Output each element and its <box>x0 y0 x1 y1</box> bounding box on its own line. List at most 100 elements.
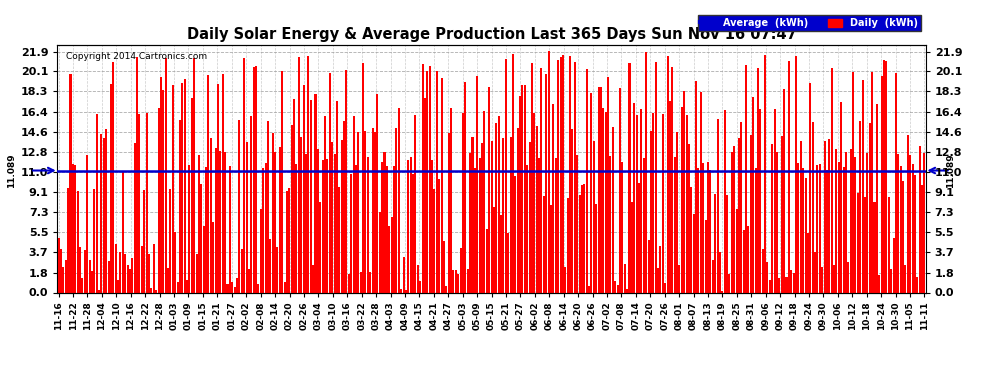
Bar <box>741 123 742 292</box>
Bar <box>817 165 819 292</box>
Bar <box>759 109 761 292</box>
Bar <box>493 207 495 292</box>
Bar <box>866 153 868 292</box>
Bar <box>917 278 919 292</box>
Bar <box>871 72 873 292</box>
Bar <box>626 289 628 292</box>
Bar <box>424 98 426 292</box>
Bar <box>698 168 700 292</box>
Bar <box>136 57 139 292</box>
Bar <box>795 56 797 292</box>
Bar <box>439 179 441 292</box>
Bar <box>431 160 433 292</box>
Bar <box>897 154 899 292</box>
Bar <box>264 163 266 292</box>
Bar <box>466 269 468 292</box>
Bar <box>676 132 678 292</box>
Bar <box>907 135 909 292</box>
Bar <box>747 226 749 292</box>
Bar <box>212 222 214 292</box>
Bar <box>710 170 712 292</box>
Bar <box>422 64 424 292</box>
Bar <box>673 158 676 292</box>
Bar <box>912 164 914 292</box>
Bar <box>347 274 349 292</box>
Bar <box>169 189 171 292</box>
Bar <box>427 70 429 292</box>
Bar <box>550 205 552 292</box>
Bar <box>122 171 124 292</box>
Bar <box>417 265 419 292</box>
Bar <box>476 76 478 292</box>
Bar <box>921 185 923 292</box>
Bar <box>350 174 352 292</box>
Bar <box>443 242 445 292</box>
Bar <box>864 196 866 292</box>
Bar <box>159 77 162 292</box>
Bar <box>490 141 493 292</box>
Bar <box>833 265 836 292</box>
Bar <box>429 66 431 292</box>
Bar <box>407 160 409 292</box>
Bar <box>100 134 102 292</box>
Bar <box>571 129 573 292</box>
Bar <box>93 189 95 292</box>
Bar <box>398 108 400 292</box>
Bar <box>726 195 728 292</box>
Bar <box>447 133 449 292</box>
Bar <box>629 63 631 292</box>
Bar <box>167 268 169 292</box>
Bar <box>293 99 295 292</box>
Bar <box>488 87 490 292</box>
Bar <box>878 275 880 292</box>
Bar <box>391 217 393 292</box>
Bar <box>507 234 509 292</box>
Bar <box>462 112 464 292</box>
Bar <box>303 86 305 292</box>
Bar <box>590 93 592 292</box>
Bar <box>239 120 241 292</box>
Bar <box>310 100 312 292</box>
Bar <box>232 282 234 292</box>
Bar <box>446 286 447 292</box>
Bar <box>654 62 656 292</box>
Title: Daily Solar Energy & Average Production Last 365 Days Sun Nov 16 07:47: Daily Solar Energy & Average Production … <box>187 27 796 42</box>
Bar <box>334 154 336 292</box>
Bar <box>527 165 529 292</box>
Bar <box>164 58 166 292</box>
Bar <box>188 165 190 292</box>
Bar <box>598 87 600 292</box>
Bar <box>198 156 200 292</box>
Text: 11.089: 11.089 <box>945 153 955 188</box>
Bar <box>678 266 680 292</box>
Bar <box>852 72 854 292</box>
Bar <box>669 101 671 292</box>
Bar <box>742 230 744 292</box>
Bar <box>883 60 885 292</box>
Bar <box>62 267 64 292</box>
Bar <box>412 174 414 292</box>
Bar <box>522 85 524 292</box>
Bar <box>869 123 871 292</box>
Bar <box>622 162 624 292</box>
Bar <box>319 202 322 292</box>
Bar <box>405 290 407 292</box>
Bar <box>661 114 664 292</box>
Bar <box>583 184 585 292</box>
Bar <box>148 254 150 292</box>
Bar <box>355 165 357 292</box>
Bar <box>322 160 324 292</box>
Bar <box>234 288 236 292</box>
Bar <box>559 57 561 292</box>
Bar <box>162 90 164 292</box>
Bar <box>776 152 778 292</box>
Bar <box>612 127 614 292</box>
Bar <box>729 274 731 292</box>
Bar <box>495 123 497 292</box>
Bar <box>383 152 385 292</box>
Bar <box>783 89 785 292</box>
Bar <box>410 157 412 292</box>
Bar <box>547 51 549 292</box>
Bar <box>241 249 243 292</box>
Bar <box>914 175 916 292</box>
